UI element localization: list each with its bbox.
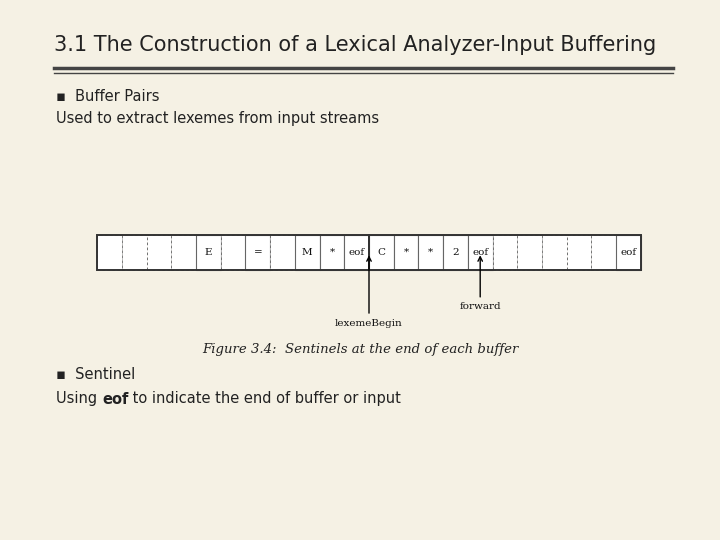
Text: eof: eof	[102, 392, 128, 407]
Bar	[369, 235, 641, 270]
Bar	[517, 235, 542, 270]
Text: M: M	[302, 248, 312, 257]
Bar	[369, 235, 394, 270]
Bar	[295, 235, 320, 270]
Text: eof: eof	[348, 248, 365, 257]
Bar	[171, 235, 196, 270]
Bar	[492, 235, 517, 270]
Bar	[320, 235, 344, 270]
Bar	[418, 235, 443, 270]
Text: to indicate the end of buffer or input: to indicate the end of buffer or input	[128, 392, 401, 407]
Text: ▪  Buffer Pairs: ▪ Buffer Pairs	[56, 89, 160, 104]
Text: *: *	[428, 248, 433, 257]
Bar	[97, 235, 122, 270]
Bar	[122, 235, 147, 270]
Bar	[221, 235, 246, 270]
Bar	[270, 235, 295, 270]
Bar	[344, 235, 369, 270]
Bar	[394, 235, 418, 270]
Text: forward: forward	[459, 302, 501, 312]
Bar	[468, 235, 492, 270]
Text: *: *	[403, 248, 409, 257]
Text: 2: 2	[452, 248, 459, 257]
Bar	[443, 235, 468, 270]
Text: eof: eof	[621, 248, 636, 257]
Bar	[147, 235, 171, 270]
Text: ▪  Sentinel: ▪ Sentinel	[56, 367, 135, 382]
Bar	[97, 235, 369, 270]
Bar	[246, 235, 270, 270]
Text: E: E	[204, 248, 212, 257]
Bar	[616, 235, 641, 270]
Text: Using: Using	[56, 392, 102, 407]
Text: Figure 3.4:  Sentinels at the end of each buffer: Figure 3.4: Sentinels at the end of each…	[202, 343, 518, 356]
Text: Used to extract lexemes from input streams: Used to extract lexemes from input strea…	[56, 111, 379, 126]
Text: lexemeBegin: lexemeBegin	[335, 319, 403, 328]
Bar	[591, 235, 616, 270]
Text: =: =	[253, 248, 262, 257]
Bar	[542, 235, 567, 270]
Text: *: *	[329, 248, 335, 257]
Text: eof: eof	[472, 248, 488, 257]
Text: 3.1 The Construction of a Lexical Analyzer-Input Buffering: 3.1 The Construction of a Lexical Analyz…	[54, 35, 656, 55]
Bar	[567, 235, 591, 270]
Text: C: C	[377, 248, 385, 257]
Bar	[196, 235, 221, 270]
